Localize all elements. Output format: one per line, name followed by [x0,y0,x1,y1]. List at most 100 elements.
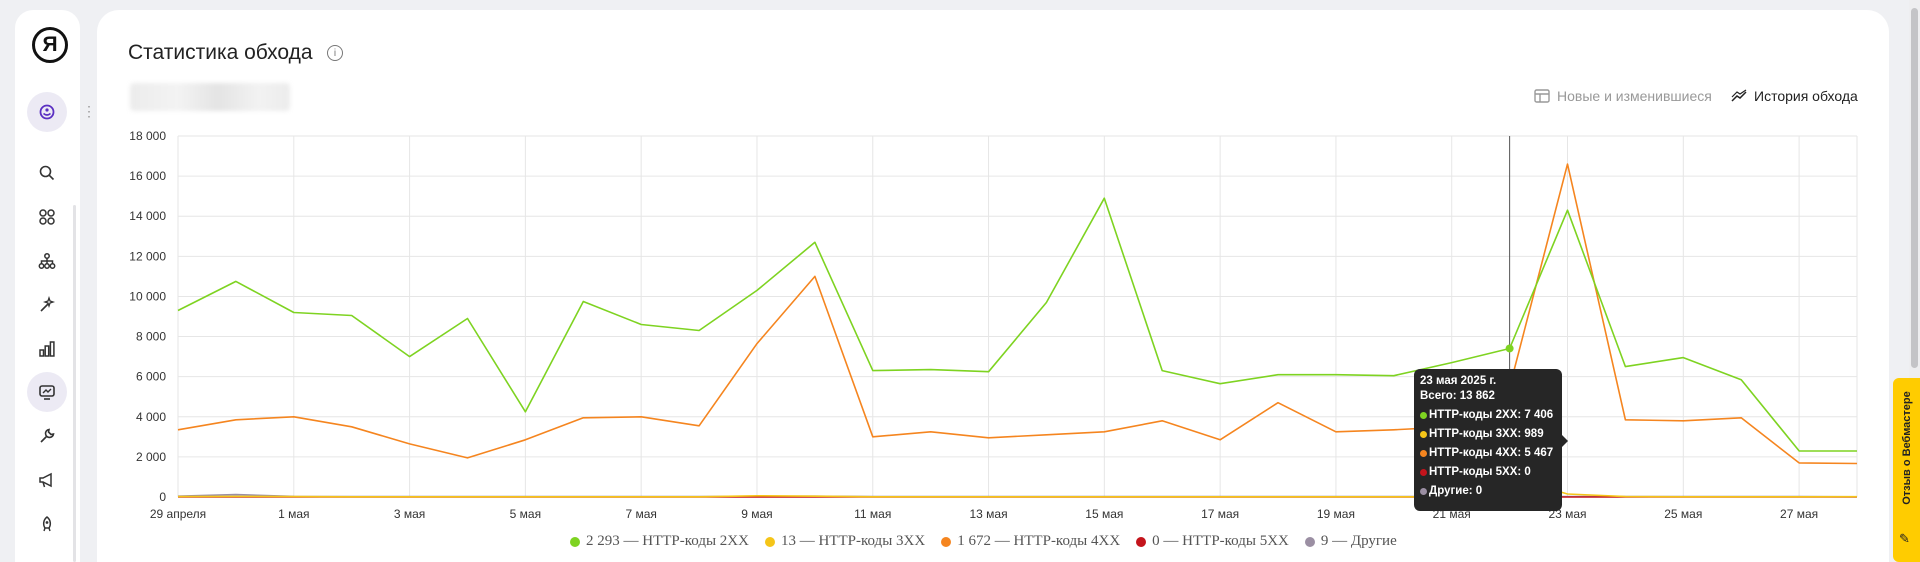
tab-history-label: История обхода [1754,88,1858,104]
x-tick-label: 25 мая [1664,507,1702,521]
rail-item-statistics[interactable] [27,329,67,369]
tooltip-row-label: HTTP-коды 3XX: 989 [1429,428,1544,440]
series-5xx-dot [1420,468,1427,476]
tooltip-row-label: Другие: 0 [1429,485,1483,497]
y-tick-label: 12 000 [129,249,166,263]
rail-item-sites[interactable] [27,197,67,237]
tooltip-row: HTTP-коды 5XX: 0 [1420,466,1556,478]
tooltip-row: HTTP-коды 3XX: 989 [1420,428,1556,440]
legend-dot [570,536,580,547]
chart-tooltip: 23 мая 2025 г. Всего: 13 862 HTTP-коды 2… [1414,369,1568,511]
legend-dot [764,536,775,547]
legend-dot [1304,536,1315,547]
rail-item-structure[interactable] [27,241,67,281]
legend-label: 0 — HTTP-коды 5XX [1152,533,1289,549]
tooltip-row: Другие: 0 [1420,485,1556,497]
legend-dot [1136,536,1147,547]
rail-scrollbar[interactable] [73,205,76,562]
main-card [97,10,1889,562]
legend-item-other[interactable]: 9 — Другие [1304,533,1397,550]
y-axis-labels: 0 2 000 4 000 6 000 8 000 10 000 12 000 14 000 1… [129,129,166,504]
series-line-http-коды-4xx [177,163,1858,465]
legend-item-5xx[interactable]: 0 — HTTP-коды 5XX [1136,533,1289,550]
tooltip-total: Всего: 13 862 [1420,390,1495,402]
rail-item-dashboard[interactable] [27,92,67,132]
bar-chart-icon [39,341,55,357]
tooltip-arrow [1562,435,1568,447]
rail-item-search[interactable] [27,153,67,193]
sitemap-icon [38,253,56,269]
tooltip-row: HTTP-коды 4XX: 5 467 [1420,447,1556,459]
y-tick-label: 18 000 [129,129,166,143]
chart-legend: 2 293 — HTTP-коды 2XX 13 — HTTP-коды 3XX… [570,533,1397,550]
x-tick-label: 1 мая [278,507,309,521]
rail-item-tools[interactable] [27,285,67,325]
grid-icon [39,209,55,225]
table-icon [1534,89,1550,103]
x-tick-label: 19 мая [1317,507,1355,521]
y-tick-label: 8 000 [136,330,166,344]
x-tick-label: 3 мая [394,507,425,521]
tooltip-row-label: HTTP-коды 4XX: 5 467 [1429,447,1554,459]
series-line-http-коды-2xx [177,197,1858,452]
x-tick-label: 7 мая [625,507,656,521]
tooltip-row-label: HTTP-коды 2XX: 7 406 [1429,409,1554,421]
legend-label: 13 — HTTP-коды 3XX [780,533,926,549]
tab-new-changed[interactable]: Новые и изменившиеся [1534,88,1712,104]
legend-label: 1 672 — HTTP-коды 4XX [957,533,1121,549]
legend-item-3xx[interactable]: 13 — HTTP-коды 3XX [764,533,926,550]
rail-item-promotion[interactable] [27,460,67,500]
info-icon[interactable]: i [327,45,343,61]
feedback-button[interactable] [1893,378,1920,562]
y-tick-label: 10 000 [129,289,166,303]
x-tick-label: 11 мая [854,507,891,521]
x-tick-label: 9 мая [741,507,772,521]
legend-dot [941,536,952,547]
tab-new-changed-label: Новые и изменившиеся [1557,88,1712,104]
search-icon [39,165,55,181]
dashboard-icon [39,104,55,120]
yandex-logo[interactable]: Я [32,27,68,63]
x-tick-label: 13 мая [969,507,1007,521]
legend-label: 2 293 — HTTP-коды 2XX [586,533,749,549]
page-title: Статистика обхода [128,41,313,64]
hover-point [1505,344,1514,353]
megaphone-icon [39,472,52,488]
series-line-http-коды-3xx [177,476,1858,498]
legend-item-2xx[interactable]: 2 293 — HTTP-коды 2XX [570,533,749,550]
x-tick-label: 15 мая [1085,507,1123,521]
monitor-icon [39,385,55,400]
legend-label: 9 — Другие [1320,533,1397,549]
x-tick-label: 5 мая [510,507,541,521]
megaphone-icon: ✎ [1899,531,1910,546]
feedback-label-wrap: Отзыв о Вебмастере [1893,378,1920,518]
series-4xx-dot [1420,449,1427,457]
rail-item-settings[interactable] [27,416,67,456]
tab-history[interactable]: История обхода [1731,88,1858,104]
x-axis-labels: 29 апреля 1 мая 3 мая 5 мая 7 мая 9 мая 11 мая… [150,507,1818,521]
x-tick-label: 27 мая [1780,507,1818,521]
x-tick-label: 29 апреля [150,507,206,521]
rail-item-indexing[interactable] [27,372,67,412]
y-tick-label: 14 000 [129,209,166,223]
series-3xx-dot [1420,430,1427,438]
site-name-redacted [130,83,290,111]
rail-item-turbo[interactable] [27,504,67,544]
series-2xx-dot [1420,411,1427,419]
rocket-icon [42,516,52,532]
magic-icon [40,296,56,312]
tooltip-row: HTTP-коды 2XX: 7 406 [1420,409,1556,421]
wrench-icon [40,428,55,443]
legend-item-4xx[interactable]: 1 672 — HTTP-коды 4XX [941,533,1120,550]
feedback-label: Отзыв о Вебмастере [1900,391,1913,505]
y-tick-label: 6 000 [136,370,166,384]
y-tick-label: 0 [159,490,166,504]
y-tick-label: 2 000 [136,450,166,464]
y-tick-label: 16 000 [129,169,166,183]
line-chart-icon [1731,89,1747,102]
y-tick-label: 4 000 [136,410,166,424]
series-other-dot [1420,487,1427,495]
page-scrollbar-thumb[interactable] [1911,8,1918,368]
tooltip-date: 23 мая 2025 г. [1420,375,1497,387]
